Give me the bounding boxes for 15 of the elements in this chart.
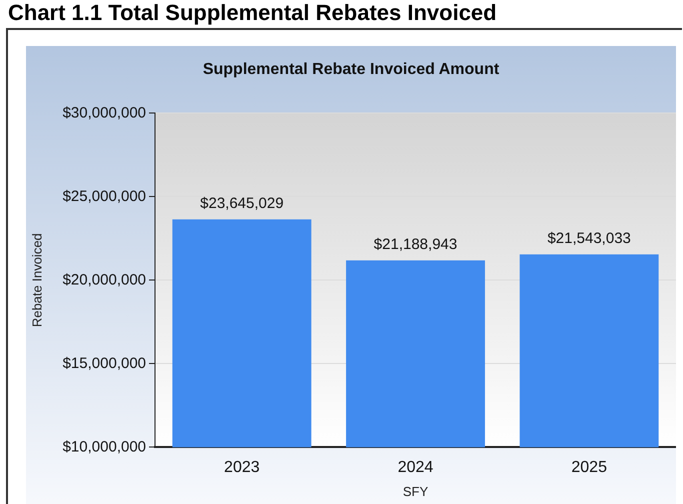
data-label: $21,188,943 bbox=[374, 236, 458, 253]
data-label: $21,543,033 bbox=[547, 230, 631, 248]
x-axis-title: SFY bbox=[402, 484, 428, 499]
x-tick-label: 2025 bbox=[571, 459, 608, 476]
x-tick-label: 2024 bbox=[398, 459, 434, 476]
y-tick-label: $30,000,000 bbox=[62, 104, 146, 122]
chart-title: Chart 1.1 Total Supplemental Rebates Invoiced bbox=[7, 0, 498, 26]
y-tick-label: $15,000,000 bbox=[62, 354, 146, 372]
y-axis-title: Rebate Invoiced bbox=[29, 233, 44, 328]
y-tick-label: $25,000,000 bbox=[62, 188, 146, 205]
data-label: $23,645,029 bbox=[200, 194, 284, 212]
y-tick-label: $20,000,000 bbox=[62, 271, 146, 288]
chart-subtitle: Supplemental Rebate Invoiced Amount bbox=[202, 61, 500, 78]
x-tick-label: 2023 bbox=[224, 459, 260, 476]
y-tick-label: $10,000,000 bbox=[62, 438, 146, 456]
